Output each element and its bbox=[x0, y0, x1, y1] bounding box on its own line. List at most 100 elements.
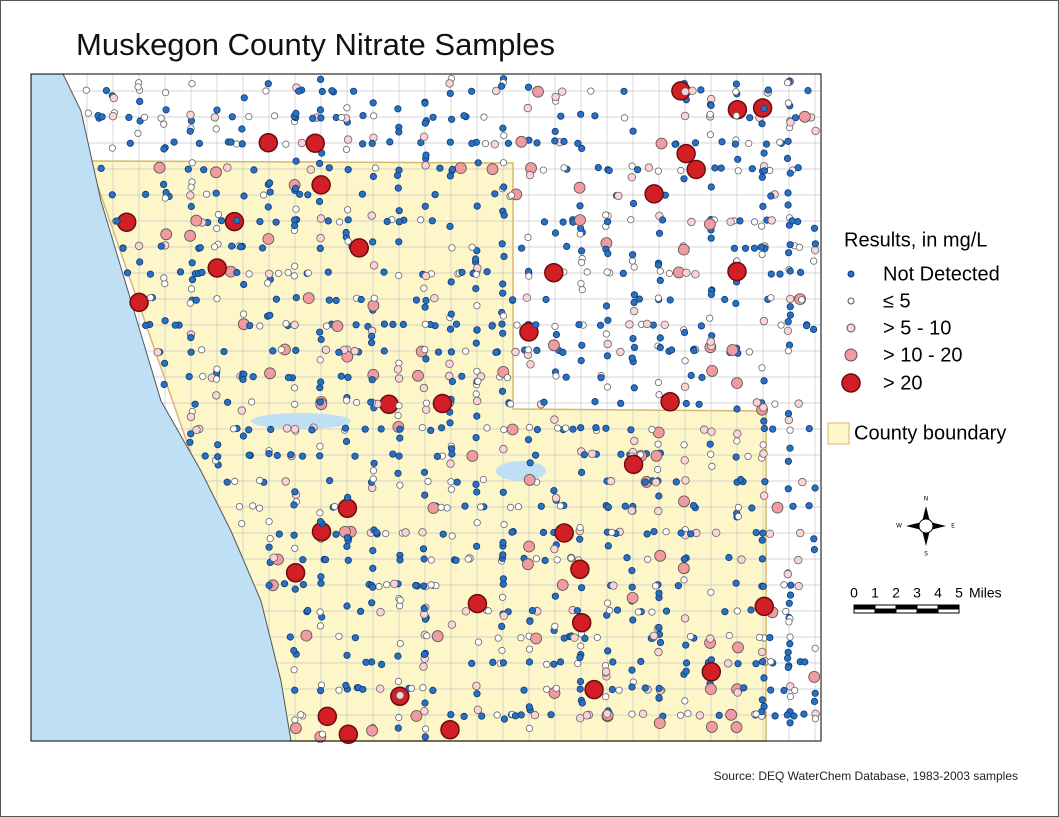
scale-label: 4 bbox=[934, 585, 942, 601]
sample-dot bbox=[504, 139, 512, 147]
sample-dot bbox=[394, 184, 402, 192]
sample-dot bbox=[325, 164, 333, 172]
sample-dot bbox=[677, 529, 685, 537]
sample-dot bbox=[361, 425, 369, 433]
sample-dot bbox=[594, 164, 602, 172]
sample-dot bbox=[212, 375, 221, 383]
sample-dot bbox=[188, 259, 196, 267]
sample-dot bbox=[295, 190, 304, 198]
sample-dot bbox=[176, 268, 185, 276]
scale-segment bbox=[937, 604, 960, 610]
sample-dot bbox=[337, 498, 358, 519]
sample-dot bbox=[809, 325, 818, 333]
sample-dot bbox=[680, 382, 690, 391]
sample-dot bbox=[393, 365, 403, 374]
sample-dot bbox=[811, 644, 819, 652]
sample-dot bbox=[628, 251, 637, 259]
sample-dot bbox=[686, 159, 706, 180]
sample-dot bbox=[769, 425, 777, 433]
sample-dot bbox=[418, 528, 427, 537]
sample-dot bbox=[767, 216, 776, 225]
sample-dot bbox=[367, 332, 376, 340]
sample-dot bbox=[604, 250, 612, 258]
sample-dot bbox=[373, 528, 381, 537]
sample-dot bbox=[630, 263, 638, 271]
sample-dot bbox=[540, 218, 549, 226]
sample-dot bbox=[550, 544, 559, 554]
sample-dot bbox=[461, 502, 469, 510]
sample-dot bbox=[680, 614, 690, 623]
sample-dot bbox=[628, 683, 636, 691]
sample-dot bbox=[528, 606, 537, 615]
sample-dot bbox=[569, 425, 577, 433]
sample-dot bbox=[783, 654, 792, 662]
sample-dot bbox=[446, 222, 454, 230]
sample-dot bbox=[523, 103, 532, 113]
sample-dot bbox=[161, 359, 169, 367]
sample-dot bbox=[287, 451, 295, 459]
sample-dot bbox=[651, 478, 661, 487]
sample-dot bbox=[786, 640, 794, 648]
sample-dot bbox=[680, 328, 689, 337]
sample-dot bbox=[196, 244, 204, 252]
sample-dot bbox=[472, 339, 480, 347]
sample-dot bbox=[239, 432, 247, 440]
legend-symbol bbox=[847, 270, 855, 278]
sample-dot bbox=[421, 202, 429, 210]
sample-dot bbox=[681, 476, 690, 485]
sample-dot bbox=[214, 453, 222, 461]
sample-dot bbox=[161, 317, 169, 325]
sample-dot bbox=[452, 556, 460, 564]
sample-dot bbox=[186, 412, 196, 422]
sample-dot bbox=[656, 638, 665, 647]
sample-dot bbox=[316, 356, 324, 364]
sample-dot bbox=[420, 650, 428, 659]
sample-dot bbox=[395, 402, 403, 410]
sample-dot bbox=[305, 133, 325, 153]
sample-dot bbox=[576, 224, 585, 232]
sample-dot bbox=[499, 329, 507, 337]
sample-dot bbox=[447, 485, 455, 493]
sample-dot bbox=[349, 238, 369, 258]
sample-dot bbox=[447, 310, 455, 318]
sample-dot bbox=[342, 228, 350, 237]
sample-dot bbox=[629, 306, 639, 316]
sample-dot bbox=[602, 424, 610, 432]
sample-dot bbox=[396, 556, 404, 564]
sample-dot bbox=[394, 677, 402, 686]
sample-dot bbox=[628, 354, 636, 362]
sample-dot bbox=[733, 405, 741, 413]
sample-dot bbox=[200, 166, 208, 174]
sample-dot bbox=[524, 346, 532, 354]
compass-label: W bbox=[896, 523, 902, 530]
sample-dot bbox=[429, 686, 437, 695]
sample-dot bbox=[576, 535, 584, 543]
sample-dot bbox=[420, 555, 428, 563]
sample-dot bbox=[734, 503, 743, 511]
sample-dot bbox=[757, 243, 765, 251]
sample-dot bbox=[233, 268, 241, 277]
sample-dot bbox=[608, 528, 616, 537]
sample-dot bbox=[784, 648, 792, 656]
legend-label: ≤ 5 bbox=[883, 290, 911, 312]
sample-dot bbox=[602, 330, 610, 338]
sample-dot bbox=[758, 364, 766, 372]
source: Source: DEQ WaterChem Database, 1983-200… bbox=[714, 769, 1018, 783]
sample-dot bbox=[493, 711, 501, 719]
sample-dot bbox=[217, 217, 226, 225]
sample-dot bbox=[794, 399, 803, 408]
scale-segment bbox=[874, 608, 897, 614]
sample-dot bbox=[578, 699, 586, 707]
sample-dot bbox=[654, 647, 663, 657]
sample-dot bbox=[786, 633, 794, 641]
sample-dot bbox=[574, 659, 582, 668]
sample-dot bbox=[317, 335, 325, 344]
sample-dot bbox=[224, 398, 232, 406]
sample-dot bbox=[597, 374, 605, 382]
sample-dot bbox=[473, 302, 481, 310]
sample-dot bbox=[629, 334, 637, 343]
sample-dot bbox=[357, 295, 365, 304]
sample-dot bbox=[785, 341, 794, 349]
sample-dot bbox=[351, 634, 359, 642]
sample-dot bbox=[567, 554, 575, 562]
